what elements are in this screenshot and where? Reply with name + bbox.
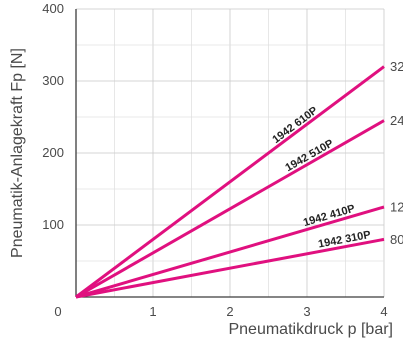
series-line	[75, 65, 385, 299]
series-line	[75, 237, 385, 299]
series-end-value-label: 12	[390, 200, 403, 215]
x-tick-label: 1	[149, 304, 156, 319]
series-name-label: 1942 610P	[270, 105, 320, 146]
axes	[75, 9, 384, 298]
y-tick-label: 200	[42, 145, 64, 160]
series-line	[75, 119, 385, 299]
x-tick-label: 3	[303, 304, 310, 319]
x-axis-title: Pneumatikdruck p [bar]	[228, 321, 393, 338]
y-tick-label: 300	[42, 73, 64, 88]
series-line	[75, 205, 385, 299]
y-tick-label: 400	[42, 1, 64, 16]
series-end-value-label: 80	[390, 232, 403, 247]
series-lines	[75, 65, 385, 299]
x-tick-label: 4	[380, 304, 387, 319]
y-axis-title: Pneumatik-Anlagekraft Fp [N]	[9, 48, 26, 258]
series-end-value-label: 32	[390, 59, 403, 74]
series-name-label: 1942 510P	[283, 137, 335, 174]
tick-labels: 0 1 2 3 4 100 200 300 400	[42, 1, 387, 319]
grid	[75, 8, 385, 298]
x-tick-label: 0	[54, 304, 61, 319]
x-tick-label: 2	[226, 304, 233, 319]
y-tick-label: 100	[42, 217, 64, 232]
series-end-value-label: 24	[390, 113, 403, 128]
